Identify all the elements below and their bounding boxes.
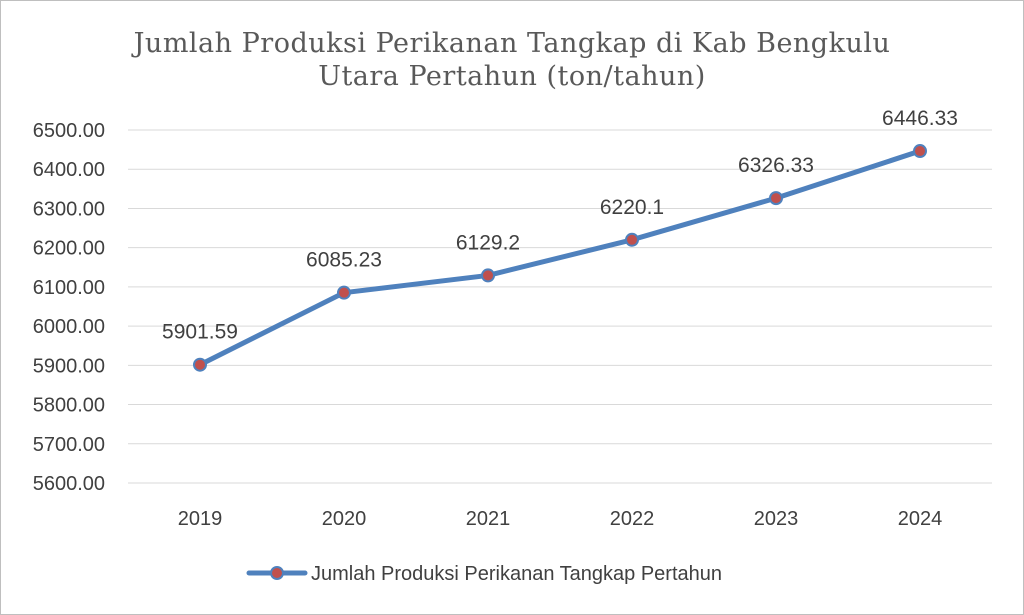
y-tick-label: 6100.00 xyxy=(33,277,105,299)
y-tick-label: 5600.00 xyxy=(33,473,105,495)
y-tick-label: 6000.00 xyxy=(33,316,105,338)
x-tick-label: 2022 xyxy=(610,508,655,530)
chart-title-line-1: Jumlah Produksi Perikanan Tangkap di Kab… xyxy=(131,28,891,59)
data-label: 6129.2 xyxy=(456,231,520,254)
chart-title-line-2: Utara Pertahun (ton/tahun) xyxy=(318,61,706,92)
data-label: 6085.23 xyxy=(306,249,382,272)
data-label: 5901.59 xyxy=(162,321,238,344)
data-point-marker xyxy=(769,191,783,206)
data-label: 6220.1 xyxy=(600,196,664,219)
x-tick-label: 2024 xyxy=(898,508,943,530)
x-tick-label: 2019 xyxy=(178,508,223,530)
y-tick-label: 6200.00 xyxy=(33,238,105,260)
data-point-marker xyxy=(193,357,207,372)
y-tick-label: 6500.00 xyxy=(33,120,105,142)
y-tick-label: 5800.00 xyxy=(33,395,105,417)
y-tick-label: 5700.00 xyxy=(33,434,105,456)
data-label: 6446.33 xyxy=(882,107,958,130)
y-tick-label: 5900.00 xyxy=(33,355,105,377)
y-tick-label: 6400.00 xyxy=(33,159,105,181)
data-label: 6326.33 xyxy=(738,154,814,177)
data-point-marker xyxy=(481,268,495,283)
x-tick-label: 2020 xyxy=(322,508,367,530)
data-point-marker xyxy=(625,232,639,247)
data-point-marker xyxy=(913,144,927,159)
x-tick-label: 2021 xyxy=(466,508,511,530)
legend-series-label: Jumlah Produksi Perikanan Tangkap Pertah… xyxy=(311,563,722,585)
series-line xyxy=(197,148,923,368)
legend-marker-swatch xyxy=(270,566,284,580)
x-tick-label: 2023 xyxy=(754,508,799,530)
data-point-marker xyxy=(337,285,351,300)
y-tick-label: 6300.00 xyxy=(33,198,105,220)
